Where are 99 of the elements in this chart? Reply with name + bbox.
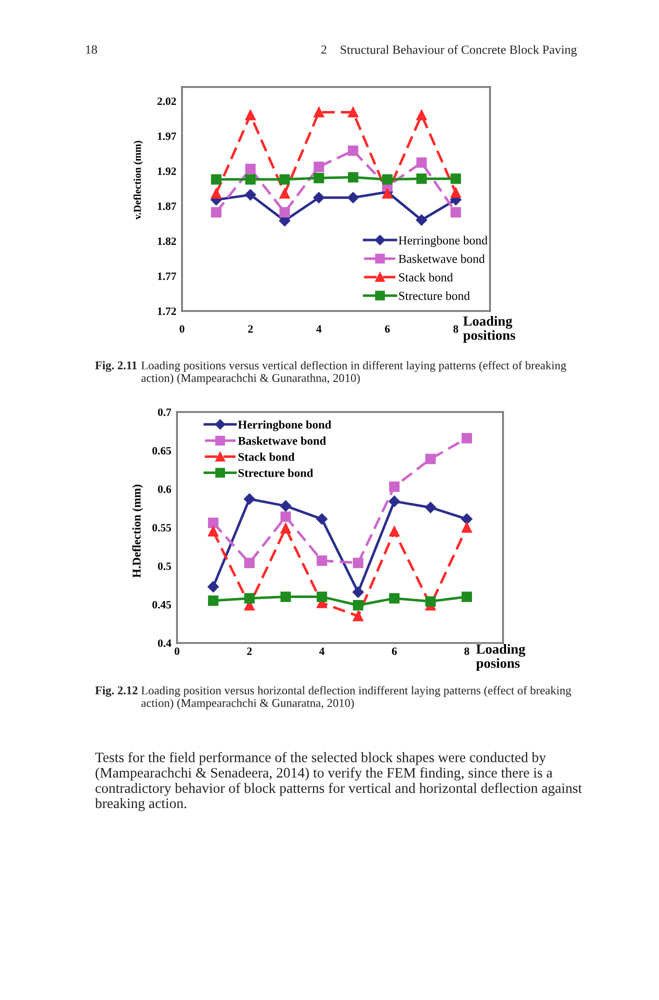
- point: [208, 526, 218, 537]
- point: [348, 145, 358, 156]
- point: [416, 214, 428, 226]
- y-tick-label: 1.87: [158, 202, 176, 210]
- point: [462, 522, 472, 533]
- point: [352, 586, 364, 598]
- legend-label: Strecture bond: [399, 291, 470, 300]
- point: [450, 173, 461, 184]
- text: Loading positions versus vertical deflection in different laying patterns (effect of breaking action) (Mampearachchi & Gunarathna, 2010): [141, 361, 566, 384]
- legend-label: Herringbone bond: [398, 236, 488, 247]
- point: [462, 592, 472, 602]
- legend-label: Basketwave bond: [398, 254, 485, 263]
- x-tick-label: 4: [316, 325, 322, 333]
- point: [352, 600, 364, 610]
- point: [389, 481, 400, 492]
- point: [313, 192, 324, 204]
- point: [316, 592, 328, 602]
- point: [348, 172, 358, 183]
- point: [279, 207, 290, 218]
- point: [424, 502, 436, 514]
- point: [211, 174, 222, 185]
- point: [388, 496, 400, 507]
- text: 2: [321, 45, 326, 54]
- point: [425, 596, 436, 607]
- point: [244, 493, 256, 505]
- caption: Fig. 2.11: [95, 361, 137, 372]
- x-tick-label: 2: [247, 648, 252, 655]
- point: [450, 187, 461, 198]
- text: 18: [86, 45, 98, 54]
- caption: Fig. 2.12: [95, 686, 138, 697]
- x-tick-label: 2: [248, 325, 253, 333]
- point: [245, 164, 256, 174]
- y-tick-label: 1.97: [158, 132, 176, 140]
- text: Tests for the field performance of the selected block shapes were conducted by (Mampearachchi & Senadeera, 2014) to verify the FEM finding, since there is a contradictory behavior of block patterns for vertical and horizontal deflection against breaking action.: [95, 752, 582, 812]
- point: [280, 592, 291, 602]
- x-tick-label: 6: [392, 648, 397, 655]
- y-axis-title: v.Deflection (mm): [133, 140, 143, 220]
- point: [348, 192, 359, 204]
- legend-label: Basketwave bond: [238, 436, 326, 445]
- y-tick-label: 2.02: [157, 97, 176, 106]
- point: [389, 526, 400, 537]
- point: [280, 523, 291, 534]
- point: [382, 174, 393, 185]
- y-tick-label: 1.82: [158, 237, 176, 246]
- y-tick-label: 1.77: [158, 272, 176, 280]
- point: [352, 610, 364, 622]
- point: [208, 595, 218, 606]
- y-axis-title: H.Deflection (mm): [132, 484, 143, 578]
- x-tick-label: 6: [384, 325, 390, 333]
- point: [279, 188, 290, 199]
- x-axis-title: Loading positions: [463, 316, 516, 343]
- y-tick-label: 1.72: [158, 307, 176, 316]
- point: [244, 593, 255, 604]
- x-axis-title: Loading posions: [476, 644, 526, 671]
- legend-label: Stack bond: [399, 272, 453, 282]
- x-tick-label: 8: [453, 325, 458, 333]
- x-tick-label: 0: [174, 647, 180, 655]
- point: [211, 207, 222, 218]
- point: [314, 172, 324, 184]
- point: [245, 174, 256, 185]
- point: [314, 162, 324, 172]
- point: [416, 157, 427, 168]
- point: [462, 432, 472, 444]
- point: [348, 106, 358, 118]
- point: [279, 174, 290, 185]
- legend-label: Herringbone bond: [238, 420, 332, 432]
- y-tick-label: 0.7: [158, 408, 172, 416]
- point: [416, 110, 427, 120]
- y-tick-label: 0.5: [158, 562, 172, 570]
- point: [425, 454, 436, 464]
- point: [450, 207, 461, 218]
- x-tick-label: 4: [319, 648, 324, 655]
- text: Structural Behaviour of Concrete Block Paving: [340, 45, 577, 56]
- point: [280, 500, 292, 512]
- point: [316, 513, 328, 525]
- text: Loading position versus horizontal deflection indifferent laying patterns (effect of breaking action) (Mampearachchi & Gunaratna, 2010): [141, 686, 572, 710]
- point: [245, 110, 256, 120]
- point: [352, 558, 364, 568]
- x-tick-label: 8: [464, 647, 470, 655]
- legend-label: Stack bond: [238, 452, 295, 461]
- point: [316, 555, 328, 566]
- point: [461, 513, 472, 525]
- point: [208, 581, 219, 592]
- point: [211, 188, 222, 199]
- y-tick-label: 0.6: [158, 485, 172, 494]
- x-tick-label: 0: [180, 325, 184, 333]
- y-tick-label: 0.65: [152, 446, 172, 455]
- y-tick-label: 0.55: [152, 524, 172, 532]
- y-tick-label: 0.4: [158, 639, 172, 648]
- point: [244, 558, 255, 568]
- point: [208, 518, 218, 528]
- legend-label: Strecture bond: [238, 468, 314, 478]
- point: [389, 593, 400, 604]
- point: [244, 189, 256, 200]
- point: [416, 173, 427, 184]
- y-tick-label: 0.45: [152, 600, 172, 609]
- point: [314, 106, 324, 118]
- y-tick-label: 1.92: [158, 167, 176, 176]
- point: [280, 512, 291, 522]
